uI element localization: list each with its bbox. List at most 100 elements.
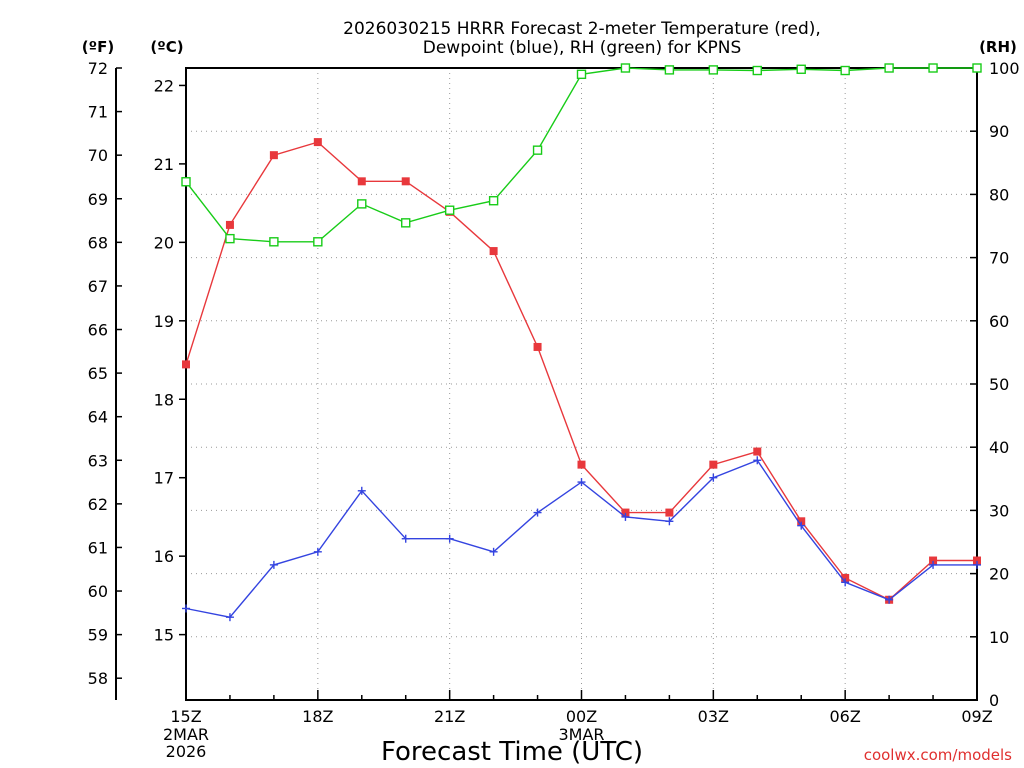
data-point-marker <box>444 205 455 215</box>
x-tick-label: 06Z <box>830 707 861 726</box>
fahrenheit-tick-label: 60 <box>88 582 108 601</box>
data-point-marker <box>577 478 586 487</box>
data-point-marker <box>840 65 850 76</box>
celsius-tick-label: 17 <box>154 469 174 488</box>
data-point-marker <box>401 218 411 228</box>
fahrenheit-tick-label: 59 <box>88 626 108 645</box>
fahrenheit-tick-label: 71 <box>88 103 108 122</box>
data-point-marker <box>357 486 366 495</box>
data-point-marker <box>928 63 938 73</box>
rh-tick-label: 30 <box>989 501 1009 520</box>
celsius-tick-label: 18 <box>154 390 174 409</box>
series-layer <box>181 63 982 622</box>
fahrenheit-unit-label: (ºF) <box>82 38 114 56</box>
rh-tick-label: 0 <box>989 691 999 710</box>
data-point-marker <box>489 247 498 256</box>
data-point-marker <box>884 63 894 73</box>
fahrenheit-tick-label: 69 <box>88 190 108 209</box>
data-point-marker <box>357 177 366 186</box>
data-point-marker <box>973 556 981 565</box>
fahrenheit-tick-label: 67 <box>88 277 108 296</box>
data-point-marker <box>664 65 675 75</box>
x-tick-label: 03Z <box>698 707 729 726</box>
fahrenheit-tick-label: 58 <box>88 669 108 688</box>
rh-unit-label: (RH) <box>979 38 1017 56</box>
data-point-marker <box>445 534 454 543</box>
rh-tick-label: 20 <box>989 565 1009 584</box>
data-point-marker <box>841 578 850 587</box>
fahrenheit-tick-label: 66 <box>88 321 108 340</box>
data-point-marker <box>313 547 322 556</box>
rh-tick-label: 60 <box>989 312 1009 331</box>
celsius-tick-label: 15 <box>154 626 174 645</box>
rh-tick-label: 100 <box>989 59 1020 78</box>
x-tick-label: 09Z <box>961 707 992 726</box>
axes: 58 59 60 61 62 63 64 65 66 67 68 69 70 71 72 15 16 17 18 19… <box>88 59 1020 761</box>
data-point-marker <box>841 573 850 582</box>
celsius-tick-label: 22 <box>154 76 174 95</box>
data-point-marker <box>973 560 981 569</box>
data-point-marker <box>533 342 542 351</box>
data-point-marker <box>709 473 718 482</box>
data-point-marker <box>269 560 278 569</box>
rh-tick-label: 70 <box>989 249 1009 268</box>
celsius-tick-label: 20 <box>154 233 174 252</box>
data-point-marker <box>709 460 718 469</box>
data-point-marker <box>620 63 631 73</box>
data-point-marker <box>313 237 323 247</box>
data-point-marker <box>225 220 234 229</box>
data-point-marker <box>225 233 235 244</box>
x-tick-date-label: 2MAR <box>163 725 209 744</box>
data-point-marker <box>665 508 674 517</box>
data-point-marker <box>269 237 279 247</box>
celsius-tick-label: 21 <box>154 155 174 174</box>
data-point-marker <box>225 613 234 622</box>
rh-tick-label: 50 <box>989 375 1009 394</box>
data-point-marker <box>181 177 191 187</box>
x-tick-date-label: 2026 <box>166 742 207 761</box>
data-point-marker <box>488 196 499 206</box>
data-point-marker <box>665 517 674 526</box>
data-point-marker <box>401 534 410 543</box>
celsius-tick-label: 16 <box>154 547 174 566</box>
data-point-marker <box>753 447 762 456</box>
data-point-marker <box>269 151 278 160</box>
data-point-marker <box>929 556 938 565</box>
data-point-marker <box>885 595 894 604</box>
x-tick-label: 21Z <box>434 707 465 726</box>
x-tick-date-label: 3MAR <box>558 725 604 744</box>
data-point-marker <box>401 177 410 186</box>
fahrenheit-tick-label: 70 <box>88 146 108 165</box>
rh-tick-label: 10 <box>989 628 1009 647</box>
data-point-marker <box>621 508 630 517</box>
fahrenheit-tick-label: 64 <box>88 408 108 427</box>
series-line-2 <box>185 67 977 243</box>
celsius-unit-label: (ºC) <box>150 38 183 56</box>
data-point-marker <box>708 65 719 75</box>
data-point-marker <box>489 547 498 556</box>
rh-tick-label: 80 <box>989 185 1009 204</box>
x-tick-label: 18Z <box>302 707 333 726</box>
fahrenheit-tick-label: 63 <box>88 451 108 470</box>
x-tick-label: 15Z <box>170 707 201 726</box>
data-point-marker <box>796 64 806 74</box>
data-point-marker <box>182 360 190 369</box>
fahrenheit-tick-label: 61 <box>88 538 108 557</box>
rh-tick-label: 90 <box>989 122 1009 141</box>
data-point-marker <box>929 560 938 569</box>
grid-lines <box>186 68 977 700</box>
x-tick-label: 00Z <box>566 707 597 726</box>
celsius-tick-label: 19 <box>154 312 174 331</box>
data-point-marker <box>576 69 587 80</box>
rh-tick-label: 40 <box>989 438 1009 457</box>
data-point-marker <box>797 517 806 526</box>
data-point-marker <box>972 63 982 73</box>
data-point-marker <box>532 145 543 155</box>
data-point-marker <box>753 456 762 465</box>
data-point-marker <box>797 521 806 530</box>
data-point-marker <box>577 460 586 469</box>
data-point-marker <box>182 604 190 613</box>
chart-title-line-1: 2026030215 HRRR Forecast 2-meter Tempera… <box>343 19 821 39</box>
fahrenheit-tick-label: 62 <box>88 495 108 514</box>
